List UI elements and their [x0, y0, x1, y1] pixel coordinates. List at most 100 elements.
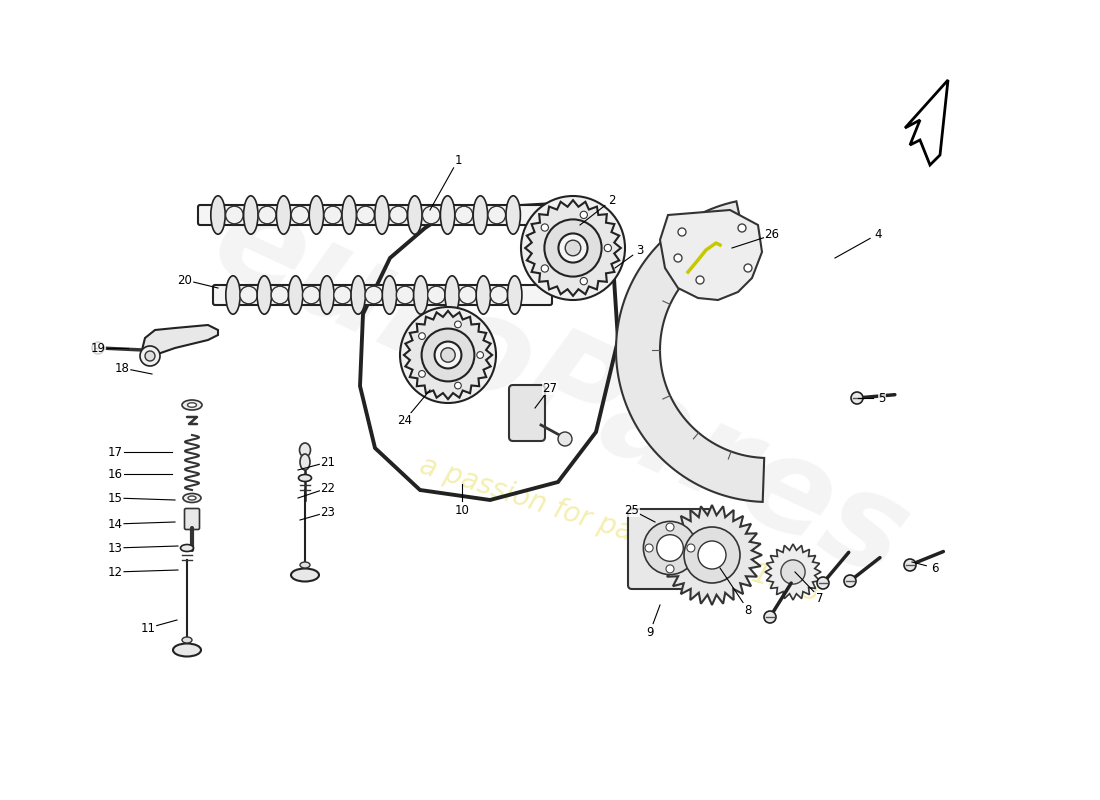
Ellipse shape	[455, 206, 473, 224]
Circle shape	[604, 244, 612, 252]
Ellipse shape	[473, 196, 487, 234]
Ellipse shape	[173, 643, 201, 657]
Text: 20: 20	[177, 274, 192, 286]
FancyBboxPatch shape	[509, 385, 544, 441]
Ellipse shape	[188, 496, 196, 500]
Ellipse shape	[375, 196, 389, 234]
Circle shape	[645, 544, 653, 552]
Ellipse shape	[182, 637, 192, 643]
Text: 11: 11	[141, 622, 155, 634]
Ellipse shape	[324, 206, 342, 224]
Polygon shape	[404, 311, 492, 399]
Circle shape	[674, 254, 682, 262]
Ellipse shape	[506, 196, 520, 234]
Ellipse shape	[396, 286, 414, 304]
Ellipse shape	[309, 196, 323, 234]
Text: 7: 7	[816, 591, 824, 605]
Ellipse shape	[491, 286, 508, 304]
Text: 6: 6	[932, 562, 938, 574]
Circle shape	[454, 321, 461, 328]
Circle shape	[558, 432, 572, 446]
Circle shape	[904, 559, 916, 571]
Ellipse shape	[459, 286, 476, 304]
FancyBboxPatch shape	[185, 509, 199, 530]
Ellipse shape	[444, 276, 460, 314]
Ellipse shape	[333, 286, 351, 304]
Circle shape	[666, 523, 674, 531]
Ellipse shape	[300, 562, 310, 568]
Text: a passion for parts since 1985: a passion for parts since 1985	[416, 452, 824, 608]
Circle shape	[521, 196, 625, 300]
Text: 24: 24	[397, 414, 412, 426]
Circle shape	[140, 346, 159, 366]
Ellipse shape	[507, 276, 521, 314]
Ellipse shape	[389, 206, 407, 224]
Circle shape	[559, 234, 587, 262]
Ellipse shape	[183, 494, 201, 502]
FancyBboxPatch shape	[628, 509, 712, 589]
Polygon shape	[660, 210, 762, 300]
Text: 3: 3	[636, 243, 644, 257]
Ellipse shape	[422, 206, 440, 224]
Circle shape	[696, 276, 704, 284]
Circle shape	[738, 224, 746, 232]
Ellipse shape	[320, 276, 334, 314]
Text: 15: 15	[108, 491, 122, 505]
Ellipse shape	[383, 276, 397, 314]
Circle shape	[454, 382, 461, 389]
Circle shape	[781, 560, 805, 584]
Circle shape	[476, 352, 484, 358]
Circle shape	[92, 342, 104, 354]
Ellipse shape	[408, 196, 422, 234]
Ellipse shape	[299, 443, 310, 457]
Polygon shape	[662, 505, 762, 605]
Ellipse shape	[258, 206, 276, 224]
Circle shape	[764, 611, 776, 623]
Text: 22: 22	[320, 482, 336, 494]
FancyBboxPatch shape	[213, 285, 552, 305]
Ellipse shape	[240, 286, 257, 304]
Circle shape	[666, 565, 674, 573]
Text: 8: 8	[745, 603, 751, 617]
Ellipse shape	[271, 286, 288, 304]
Ellipse shape	[243, 196, 258, 234]
Text: 12: 12	[108, 566, 122, 578]
Ellipse shape	[226, 276, 240, 314]
Ellipse shape	[257, 276, 272, 314]
Ellipse shape	[488, 206, 506, 224]
Text: 16: 16	[108, 467, 122, 481]
Circle shape	[686, 544, 695, 552]
Ellipse shape	[414, 276, 428, 314]
Circle shape	[419, 333, 426, 339]
Ellipse shape	[182, 400, 202, 410]
Circle shape	[744, 264, 752, 272]
Text: 18: 18	[114, 362, 130, 374]
Ellipse shape	[288, 276, 302, 314]
FancyBboxPatch shape	[198, 205, 552, 225]
Text: 19: 19	[90, 342, 106, 354]
Ellipse shape	[180, 545, 194, 551]
Ellipse shape	[351, 276, 365, 314]
Text: 21: 21	[320, 455, 336, 469]
Circle shape	[145, 351, 155, 361]
Circle shape	[851, 392, 864, 404]
Circle shape	[684, 527, 740, 583]
Circle shape	[441, 348, 455, 362]
Text: 26: 26	[764, 229, 780, 242]
Text: 23: 23	[320, 506, 336, 518]
Text: 10: 10	[454, 503, 470, 517]
Circle shape	[644, 522, 696, 574]
Ellipse shape	[226, 206, 243, 224]
Polygon shape	[764, 544, 821, 600]
Text: 17: 17	[108, 446, 122, 458]
Circle shape	[657, 534, 683, 562]
Circle shape	[544, 219, 602, 277]
Circle shape	[817, 577, 829, 589]
Circle shape	[541, 265, 549, 272]
Ellipse shape	[300, 454, 310, 470]
Ellipse shape	[276, 196, 290, 234]
Polygon shape	[525, 200, 620, 296]
Circle shape	[844, 575, 856, 587]
Text: 13: 13	[108, 542, 122, 554]
Text: 27: 27	[542, 382, 558, 394]
